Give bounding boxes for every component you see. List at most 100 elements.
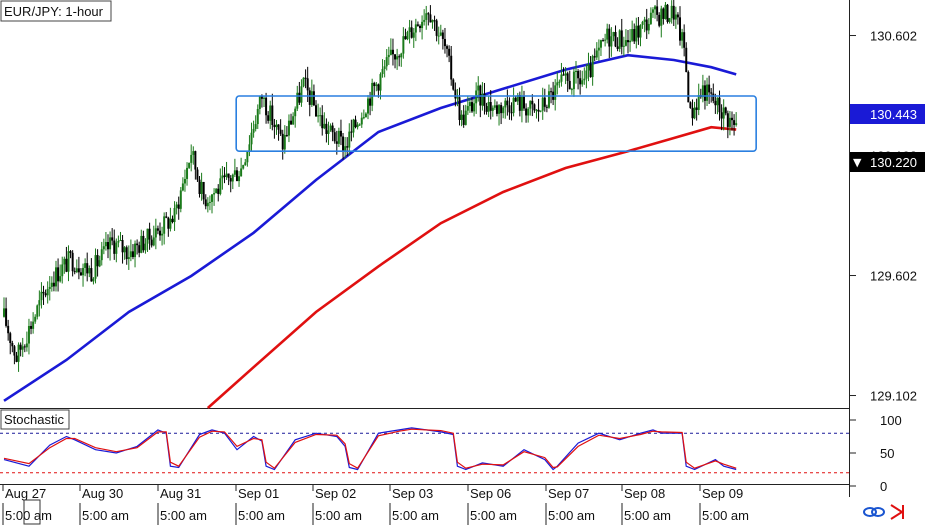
candle-body <box>235 170 238 182</box>
candle-body <box>683 32 686 48</box>
link-icon[interactable] <box>863 507 885 517</box>
candle-body <box>604 39 607 41</box>
candle-body <box>375 84 378 87</box>
candle-body <box>321 115 324 129</box>
candle-body <box>102 246 105 250</box>
candle-body <box>489 102 492 111</box>
time-hour-label: 5:00 am <box>160 508 207 523</box>
candle-body <box>256 108 259 125</box>
candle-body <box>281 133 284 150</box>
time-hour-label: 5:00 am <box>238 508 285 523</box>
candle-body <box>654 6 657 10</box>
stochastic-title-box <box>0 409 70 430</box>
candle-body <box>491 107 494 111</box>
candle-body <box>134 243 137 258</box>
candle-body <box>219 178 222 194</box>
candle-body <box>244 162 247 166</box>
candle-body <box>67 251 70 272</box>
candle-body <box>208 201 211 203</box>
chart-title-box <box>0 0 112 22</box>
candle-body <box>204 199 207 207</box>
candle-body <box>61 264 64 277</box>
scroll-to-end-icon[interactable] <box>890 504 904 520</box>
candle-body <box>192 151 195 155</box>
candle-body <box>275 124 278 128</box>
candle-body <box>681 32 684 41</box>
candle-body <box>221 175 224 179</box>
candle-body <box>674 14 677 20</box>
candle-body <box>722 107 725 119</box>
time-scroll-marker[interactable] <box>23 499 41 525</box>
candle-body <box>466 106 469 111</box>
current-price-marker-icon: ▼ <box>853 156 862 169</box>
candle-body <box>383 66 386 69</box>
candle-body <box>672 5 675 20</box>
candle-body <box>265 97 268 116</box>
candle-body <box>186 167 189 179</box>
candle-body <box>547 91 550 108</box>
candle-body <box>468 102 471 107</box>
moving-average-price-label: 130.443 <box>870 107 917 122</box>
candle-body <box>271 105 274 125</box>
candle-body <box>516 95 519 102</box>
candle-body <box>639 24 642 38</box>
time-date-label: Sep 03 <box>392 486 433 501</box>
current-price-label: 130.220 <box>870 155 917 170</box>
candle-body <box>179 190 182 209</box>
candle-body <box>716 97 719 106</box>
candle-body <box>358 124 361 126</box>
candle-body <box>202 181 205 200</box>
candle-body <box>608 28 611 47</box>
candle-body <box>473 103 476 112</box>
candle-body <box>421 21 424 29</box>
candle-body <box>602 40 605 42</box>
candle-body <box>246 151 249 163</box>
candle-body <box>150 239 153 246</box>
candle-body <box>460 114 463 120</box>
stochastic-tick-label: 50 <box>880 446 894 461</box>
candle-body <box>477 85 480 91</box>
current-price-tag <box>850 152 925 172</box>
candle-body <box>30 325 33 329</box>
candle-body <box>373 82 376 87</box>
candle-body <box>263 97 265 99</box>
candle-body <box>173 208 176 223</box>
candle-body <box>119 240 122 242</box>
candle-body <box>25 343 28 348</box>
candle-body <box>471 102 473 112</box>
candle-body <box>560 74 563 82</box>
candle-body <box>481 93 484 106</box>
candle-body <box>641 21 644 25</box>
candle-body <box>196 169 199 180</box>
candle-body <box>348 131 351 148</box>
candle-body <box>398 56 401 58</box>
candle-body <box>577 71 580 79</box>
candle-body <box>394 54 397 60</box>
candle-body <box>240 168 243 177</box>
candle-body <box>360 117 363 125</box>
candle-body <box>354 119 357 128</box>
time-hour-label: 5:00 am <box>392 508 439 523</box>
moving-average-line <box>3 53 737 402</box>
candle-body <box>570 89 573 91</box>
candle-body <box>724 107 727 114</box>
candle-body <box>302 77 305 87</box>
candle-body <box>369 98 372 106</box>
candle-body <box>433 20 436 22</box>
candle-body <box>689 102 692 109</box>
candle-body <box>123 247 126 253</box>
candle-body <box>585 70 588 79</box>
candle-body <box>163 216 166 234</box>
candle-body <box>152 237 155 246</box>
candle-body <box>533 104 536 111</box>
candle-body <box>622 45 625 47</box>
candle-body <box>50 282 53 287</box>
candle-body <box>404 36 407 40</box>
candle-body <box>333 132 336 142</box>
moving-average-layer <box>3 53 737 409</box>
candle-body <box>391 49 394 55</box>
candle-body <box>423 19 426 22</box>
candle-body <box>346 146 349 148</box>
candle-body <box>290 120 293 125</box>
